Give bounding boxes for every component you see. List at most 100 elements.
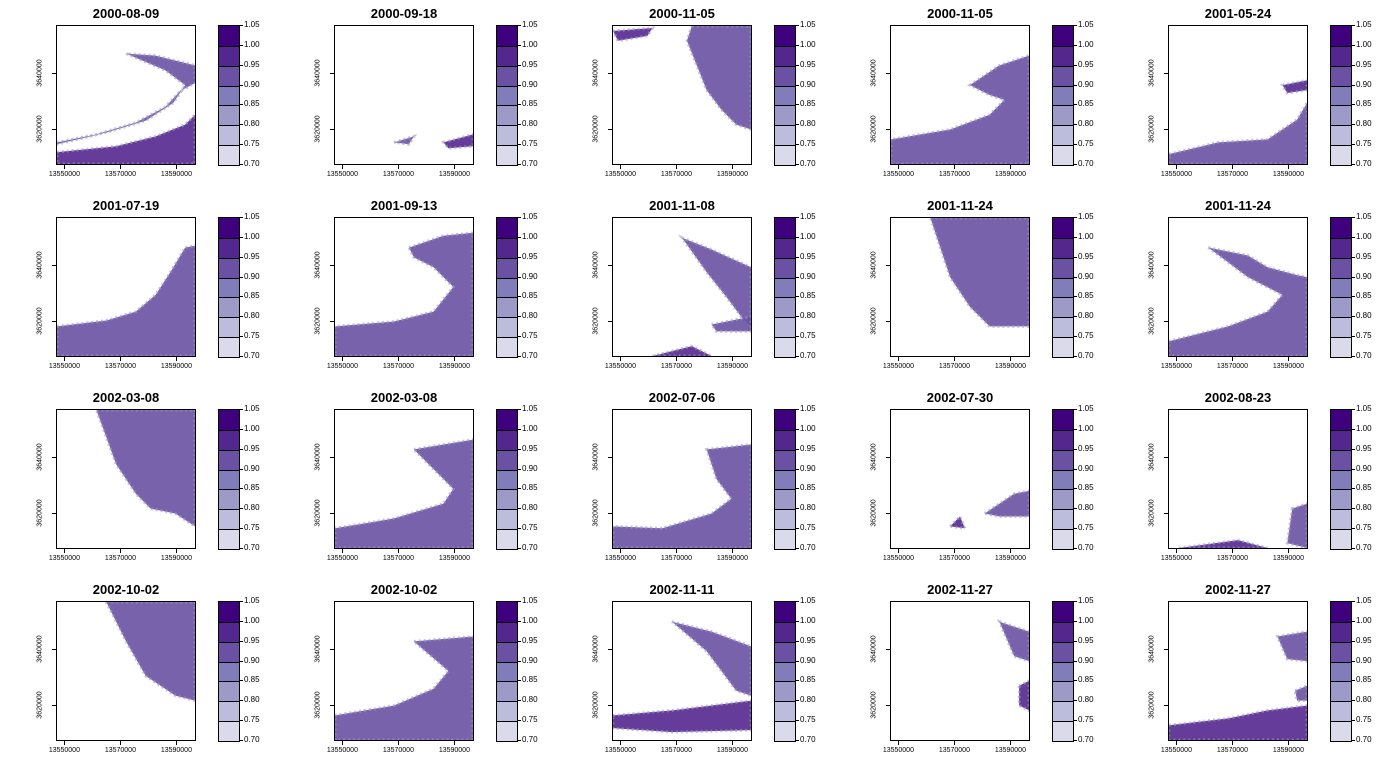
heatmap-svg [613, 620, 751, 734]
legend-divider [219, 145, 239, 147]
legend-swatch [1053, 85, 1073, 106]
x-tick [732, 549, 734, 553]
heatmap-region [57, 114, 195, 164]
legend-swatch [1053, 297, 1073, 318]
legend-tick [796, 336, 799, 338]
legend-tick-label: 0.90 [1078, 463, 1094, 473]
legend-divider [775, 277, 795, 279]
x-tick [398, 165, 400, 169]
legend-tick [518, 336, 521, 338]
legend-swatch [1053, 125, 1073, 146]
legend-tick-label: 0.80 [1356, 311, 1372, 321]
x-tick [1232, 549, 1234, 553]
y-tick [608, 72, 612, 74]
legend-tick [518, 256, 521, 258]
legend-tick-label: 0.85 [800, 483, 816, 493]
heatmap-plot [612, 25, 752, 165]
legend-tick-label: 0.80 [1078, 503, 1094, 513]
legend-swatch [775, 237, 795, 258]
legend-tick-label: 0.95 [522, 443, 538, 453]
chart-panel: 2000-09-18 13550000 13570000 13590000 364000… [278, 0, 556, 192]
legend-tick [1074, 680, 1077, 682]
y-tick-label: 3620000 [1148, 306, 1156, 335]
heatmap-plot [334, 409, 474, 549]
legend-tick [240, 316, 243, 318]
y-tick [1164, 512, 1168, 514]
legend-tick-label: 1.00 [1078, 231, 1094, 241]
legend-tick-label: 0.70 [244, 543, 260, 552]
legend-divider [775, 65, 795, 67]
heatmap-region [96, 410, 195, 527]
x-tick-label: 13570000 [660, 555, 692, 562]
legend-divider [219, 721, 239, 723]
legend-divider [497, 509, 517, 511]
y-tick-label: 3640000 [36, 250, 44, 279]
legend-tick-label: 0.70 [800, 351, 816, 360]
y-tick [52, 512, 56, 514]
x-tick [64, 357, 66, 361]
y-tick [1164, 320, 1168, 322]
legend-tick-label: 0.80 [244, 503, 260, 513]
y-tick [886, 264, 890, 266]
heatmap-region-texture [1169, 704, 1307, 740]
heatmap-region [1178, 540, 1268, 548]
x-tick-label: 13550000 [1160, 363, 1192, 370]
legend-tick [240, 528, 243, 530]
legend-tick [240, 336, 243, 338]
legend-swatch [1331, 449, 1351, 470]
legend-tick-label: 0.85 [522, 291, 538, 301]
legend-divider [497, 257, 517, 259]
y-tick [608, 704, 612, 706]
legend-swatch [1331, 45, 1351, 66]
y-tick [1164, 648, 1168, 650]
legend-tick-label: 1.05 [1356, 212, 1372, 221]
x-tick-label: 13570000 [660, 363, 692, 370]
y-tick-label: 3640000 [1148, 58, 1156, 87]
legend-swatch [497, 125, 517, 146]
y-tick-label: 3620000 [1148, 690, 1156, 719]
heatmap-svg [946, 489, 1029, 531]
legend-swatch [775, 277, 795, 298]
chart-panel: 2002-11-27 13550000 13570000 13590000 364000… [1112, 576, 1390, 768]
legend-divider [1053, 65, 1073, 67]
legend-swatch [775, 529, 795, 549]
legend-divider [775, 469, 795, 471]
legend-divider [1331, 641, 1351, 643]
y-tick-label: 3620000 [36, 306, 44, 335]
y-tick-label: 3620000 [870, 690, 878, 719]
legend-divider [1331, 105, 1351, 107]
legend-divider [219, 449, 239, 451]
legend-tick-label: 0.95 [522, 59, 538, 69]
color-legend [496, 409, 518, 550]
y-tick [608, 320, 612, 322]
legend-swatch [1331, 621, 1351, 642]
legend-tick-label: 1.00 [800, 39, 816, 49]
x-tick [1288, 165, 1290, 169]
x-tick-label: 13550000 [882, 555, 914, 562]
y-tick-label: 3620000 [314, 114, 322, 143]
legend-divider [497, 317, 517, 319]
legend-swatch [1331, 661, 1351, 682]
legend-tick-label: 0.95 [1078, 251, 1094, 261]
legend-tick-label: 0.85 [244, 483, 260, 493]
legend-tick [1352, 528, 1355, 530]
y-tick [52, 648, 56, 650]
y-tick [1164, 264, 1168, 266]
color-legend [496, 217, 518, 358]
legend-swatch [1053, 65, 1073, 86]
legend-divider [497, 621, 517, 623]
legend-divider [1331, 509, 1351, 511]
legend-tick-label: 0.90 [800, 271, 816, 281]
legend-tick-label: 0.75 [244, 331, 260, 341]
legend-tick [796, 548, 799, 549]
legend-tick-label: 0.95 [1078, 59, 1094, 69]
x-tick-label: 13550000 [882, 363, 914, 370]
x-tick-label: 13590000 [1272, 171, 1304, 178]
legend-swatch [1331, 277, 1351, 298]
legend-tick [518, 217, 521, 218]
legend-tick [796, 276, 799, 278]
heatmap-plot [1168, 217, 1308, 357]
legend-divider [497, 85, 517, 87]
legend-tick-label: 0.90 [1356, 463, 1372, 473]
legend-tick-label: 0.90 [522, 463, 538, 473]
